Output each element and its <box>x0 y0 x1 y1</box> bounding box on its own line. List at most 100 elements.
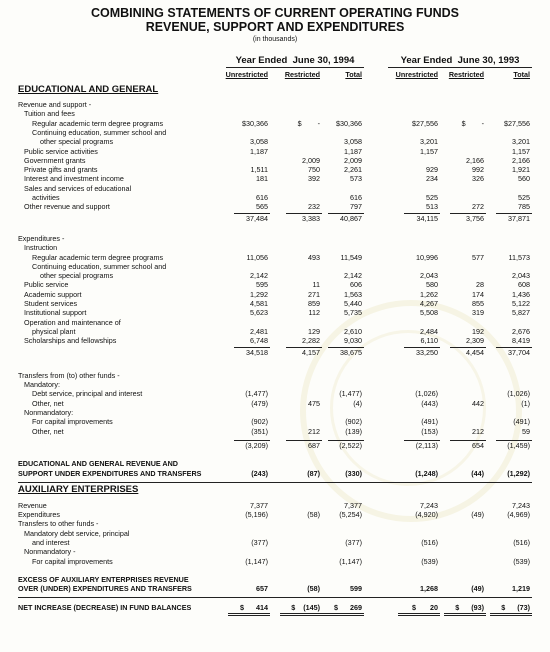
amount: 1,511 <box>250 165 268 175</box>
amount: 59 <box>522 426 530 436</box>
amount: 1,262 <box>420 289 438 299</box>
double-rule <box>322 612 364 614</box>
row-label: other special programs <box>40 137 114 147</box>
row-label: NET INCREASE (DECREASE) IN FUND BALANCES <box>18 602 192 612</box>
amount: 1,563 <box>344 289 362 299</box>
amount: 606 <box>350 280 362 290</box>
amount: (902) <box>251 417 268 427</box>
amount: 2,166 <box>466 155 484 165</box>
title: COMBINING STATEMENTS OF CURRENT OPERATIN… <box>90 6 460 20</box>
amount: (377) <box>345 538 362 547</box>
subtotal-rule <box>286 212 322 214</box>
amount: (330) <box>345 468 362 478</box>
amount: 6,748 <box>250 336 268 346</box>
amount: (1,477) <box>245 389 268 399</box>
amount: (902) <box>345 417 362 427</box>
amount: 9,030 <box>344 336 362 346</box>
subtotal-rule <box>328 439 364 441</box>
amount: 3,201 <box>512 137 530 147</box>
watermark-seal-inner <box>330 330 486 486</box>
amount: 513 <box>426 202 438 212</box>
row-label: Academic support <box>24 289 82 299</box>
amount: (443) <box>421 398 438 408</box>
amount: 2,142 <box>344 271 362 281</box>
amount: 5,122 <box>512 299 530 308</box>
amount: (1,248) <box>415 468 438 478</box>
amount: (1,147) <box>245 556 268 566</box>
amount: 33,250 <box>416 347 438 357</box>
amount: (539) <box>421 556 438 566</box>
amount: 525 <box>426 193 438 202</box>
amount: 34,518 <box>246 347 268 357</box>
units-note: (in thousands) <box>252 36 298 43</box>
amount: $ - <box>297 118 320 128</box>
row-label: Mandatory: <box>24 380 60 390</box>
amount: (4,920) <box>415 510 438 520</box>
amount: 785 <box>518 202 530 212</box>
double-rule <box>280 614 322 616</box>
amount: 7,377 <box>250 500 268 510</box>
amount: 2,043 <box>512 271 530 281</box>
subtotal-rule <box>450 439 486 441</box>
amount: 855 <box>472 299 484 308</box>
row-label: physical plant <box>32 326 76 336</box>
amount: 3,756 <box>466 213 484 223</box>
amount: 2,309 <box>466 336 484 346</box>
amount: (491) <box>513 417 530 427</box>
amount: $ 20 <box>412 602 438 612</box>
subtotal-rule <box>234 212 270 214</box>
amount: (1,459) <box>507 440 530 450</box>
amount: 212 <box>308 426 320 436</box>
amount: (49) <box>471 584 484 594</box>
row-label: Regular academic term degree programs <box>32 252 164 262</box>
amount: (3,209) <box>245 440 268 450</box>
double-rule <box>444 612 486 614</box>
row-label: SUPPORT UNDER EXPENDITURES AND TRANSFERS <box>18 468 202 478</box>
amount: 5,623 <box>250 308 268 318</box>
amount: (1,147) <box>339 556 362 566</box>
amount: 859 <box>308 299 320 308</box>
amount: 1,219 <box>512 584 530 594</box>
amount: (491) <box>421 417 438 427</box>
row-label: Revenue <box>18 500 47 510</box>
amount: (243) <box>251 468 268 478</box>
amount: 1,187 <box>250 146 268 156</box>
amount: 2,142 <box>250 271 268 281</box>
row-label: Other, net <box>32 398 64 408</box>
column-header: Total <box>513 70 530 79</box>
amount: 6,110 <box>420 336 438 346</box>
row-label: and interest <box>32 538 70 547</box>
subtotal-rule <box>450 346 486 348</box>
amount: 580 <box>426 280 438 290</box>
amount: (87) <box>307 468 320 478</box>
amount: 2,166 <box>512 155 530 165</box>
amount: 1,436 <box>512 289 530 299</box>
amount: 2,009 <box>344 155 362 165</box>
subtotal-rule <box>404 439 440 441</box>
amount: 1,187 <box>344 146 362 156</box>
amount: 11,573 <box>508 252 530 262</box>
amount: 34,115 <box>416 213 438 223</box>
column-header: Unrestricted <box>395 70 438 79</box>
row-label: Tuition and fees <box>24 109 75 119</box>
amount: 2,043 <box>420 271 438 281</box>
subtotal-rule <box>496 439 532 441</box>
row-label: Institutional support <box>24 308 87 318</box>
row-label: Government grants <box>24 155 86 165</box>
amount: 5,735 <box>344 308 362 318</box>
amount: (58) <box>307 584 320 594</box>
amount: 608 <box>518 280 530 290</box>
amount: 750 <box>308 165 320 175</box>
amount: 271 <box>308 289 320 299</box>
amount: $30,366 <box>336 118 362 128</box>
amount: 797 <box>350 202 362 212</box>
amount: 442 <box>472 398 484 408</box>
amount: 4,267 <box>420 299 438 308</box>
amount: 232 <box>308 202 320 212</box>
amount: 319 <box>472 308 484 318</box>
amount: 38,675 <box>340 347 362 357</box>
amount: $30,366 <box>242 118 268 128</box>
amount: 4,157 <box>302 347 320 357</box>
section-heading: AUXILIARY ENTERPRISES <box>18 483 139 495</box>
amount: (351) <box>251 426 268 436</box>
